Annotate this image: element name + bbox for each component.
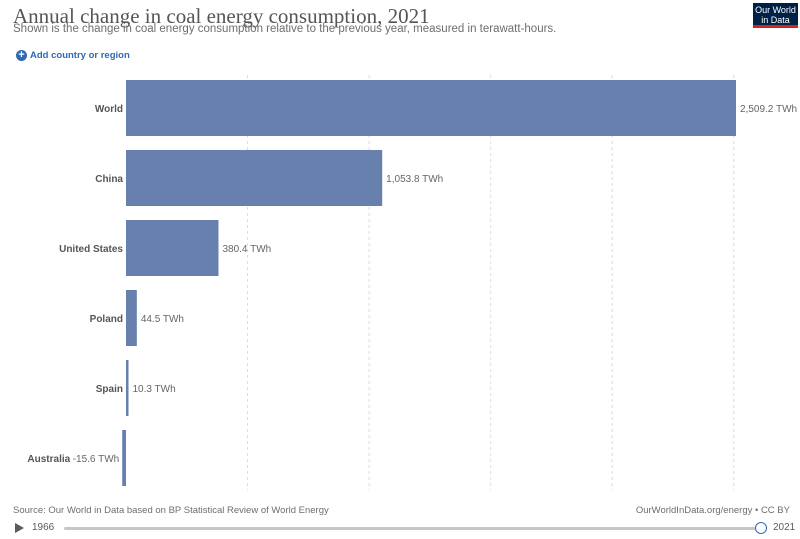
chart-title: Annual change in coal energy consumption… <box>13 4 430 28</box>
value-label: 10.3 TWh <box>133 384 176 395</box>
owid-logo[interactable]: Our World in Data <box>753 3 798 28</box>
add-country-label: Add country or region <box>30 49 130 61</box>
category-label: Spain <box>96 384 123 395</box>
bar-spain[interactable] <box>126 360 129 416</box>
bar-united-states[interactable] <box>126 220 219 276</box>
source-note[interactable]: Source: Our World in Data based on BP St… <box>13 505 329 516</box>
value-label: 380.4 TWh <box>222 244 271 255</box>
bar-australia[interactable] <box>122 430 126 486</box>
category-label: Poland <box>90 314 123 325</box>
timeline-end-year[interactable]: 2021 <box>773 522 796 533</box>
category-label: Australia <box>27 454 70 465</box>
plus-circle-icon: + <box>16 49 27 61</box>
category-label: United States <box>59 244 123 255</box>
value-label: 1,053.8 TWh <box>386 174 443 185</box>
timeline-start-year[interactable]: 1966 <box>32 522 55 533</box>
logo-line-1: Our World <box>755 5 796 15</box>
value-label: 2,509.2 TWh <box>740 104 797 115</box>
bar-poland[interactable] <box>126 290 137 346</box>
value-label: -15.6 TWh <box>73 454 120 465</box>
category-label: World <box>95 104 123 115</box>
value-label: 44.5 TWh <box>141 314 184 325</box>
play-icon[interactable] <box>15 523 24 533</box>
bar-world[interactable] <box>126 80 736 136</box>
add-country-button[interactable]: + Add country or region <box>16 47 130 63</box>
license-link[interactable]: OurWorldInData.org/energy • CC BY <box>635 505 790 516</box>
timeline-handle[interactable] <box>755 522 767 534</box>
logo-line-2: in Data <box>761 15 790 25</box>
bar-chart: World 2,509.2 TWh China 1,053.8 TWh United S… <box>27 75 797 490</box>
timeline-track[interactable] <box>64 527 761 530</box>
bar-china[interactable] <box>126 150 383 206</box>
chart-subtitle: Shown is the change in coal energy consu… <box>13 23 557 35</box>
timeline: 1966 2021 <box>0 518 800 538</box>
category-label: China <box>95 174 123 185</box>
